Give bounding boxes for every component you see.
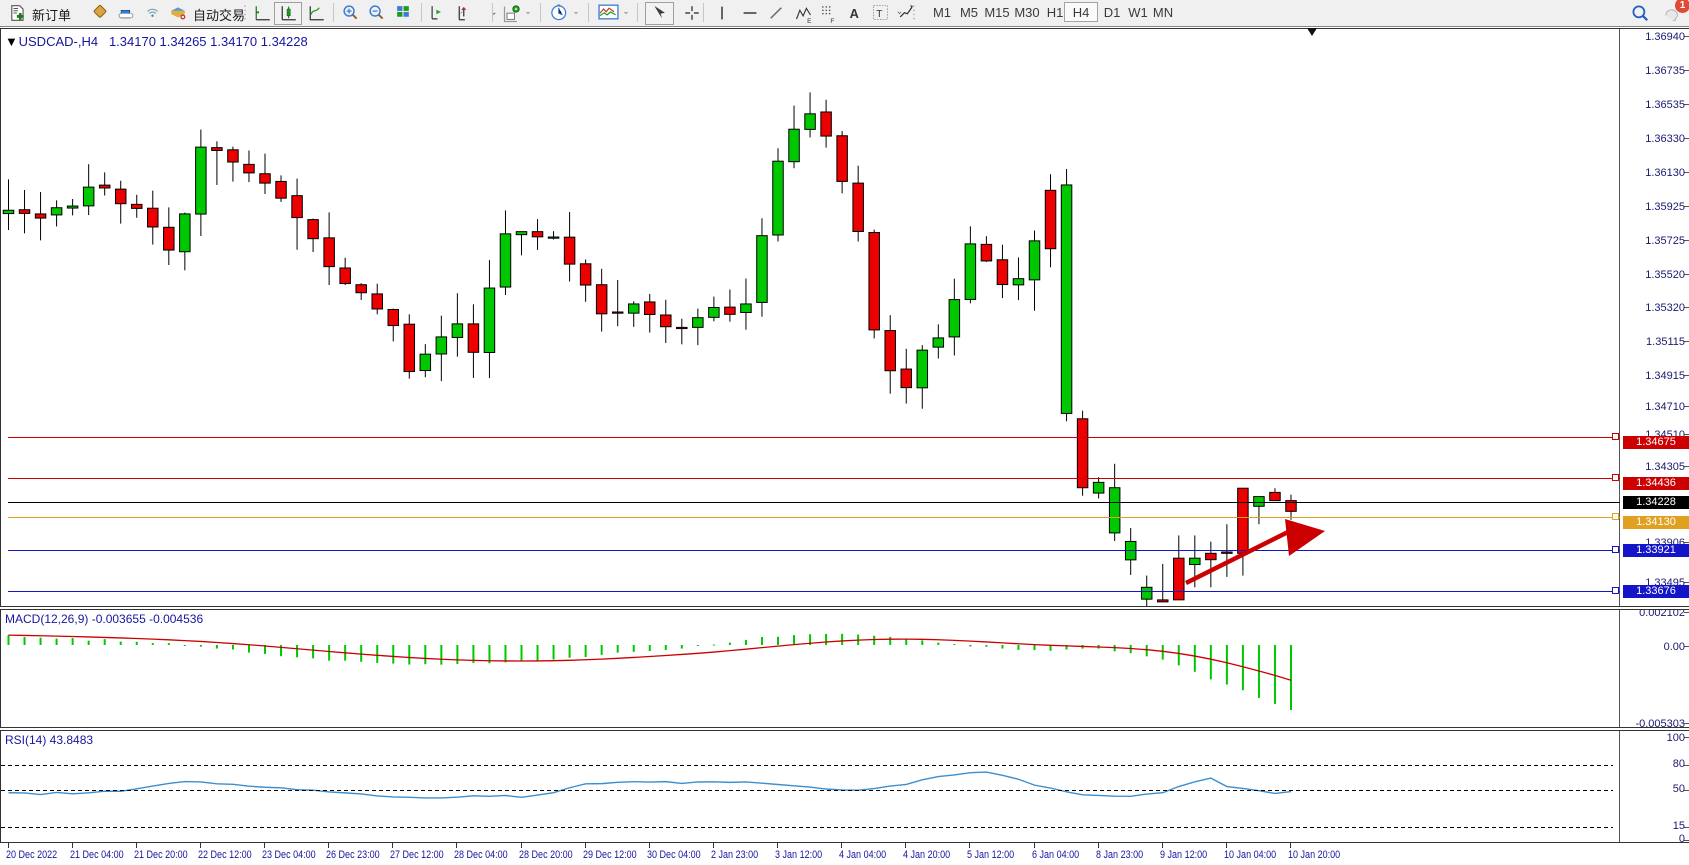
svg-text:F: F: [830, 18, 834, 24]
svg-text:A: A: [850, 6, 859, 21]
svg-text:E: E: [807, 18, 812, 24]
svg-text:T: T: [876, 9, 882, 20]
